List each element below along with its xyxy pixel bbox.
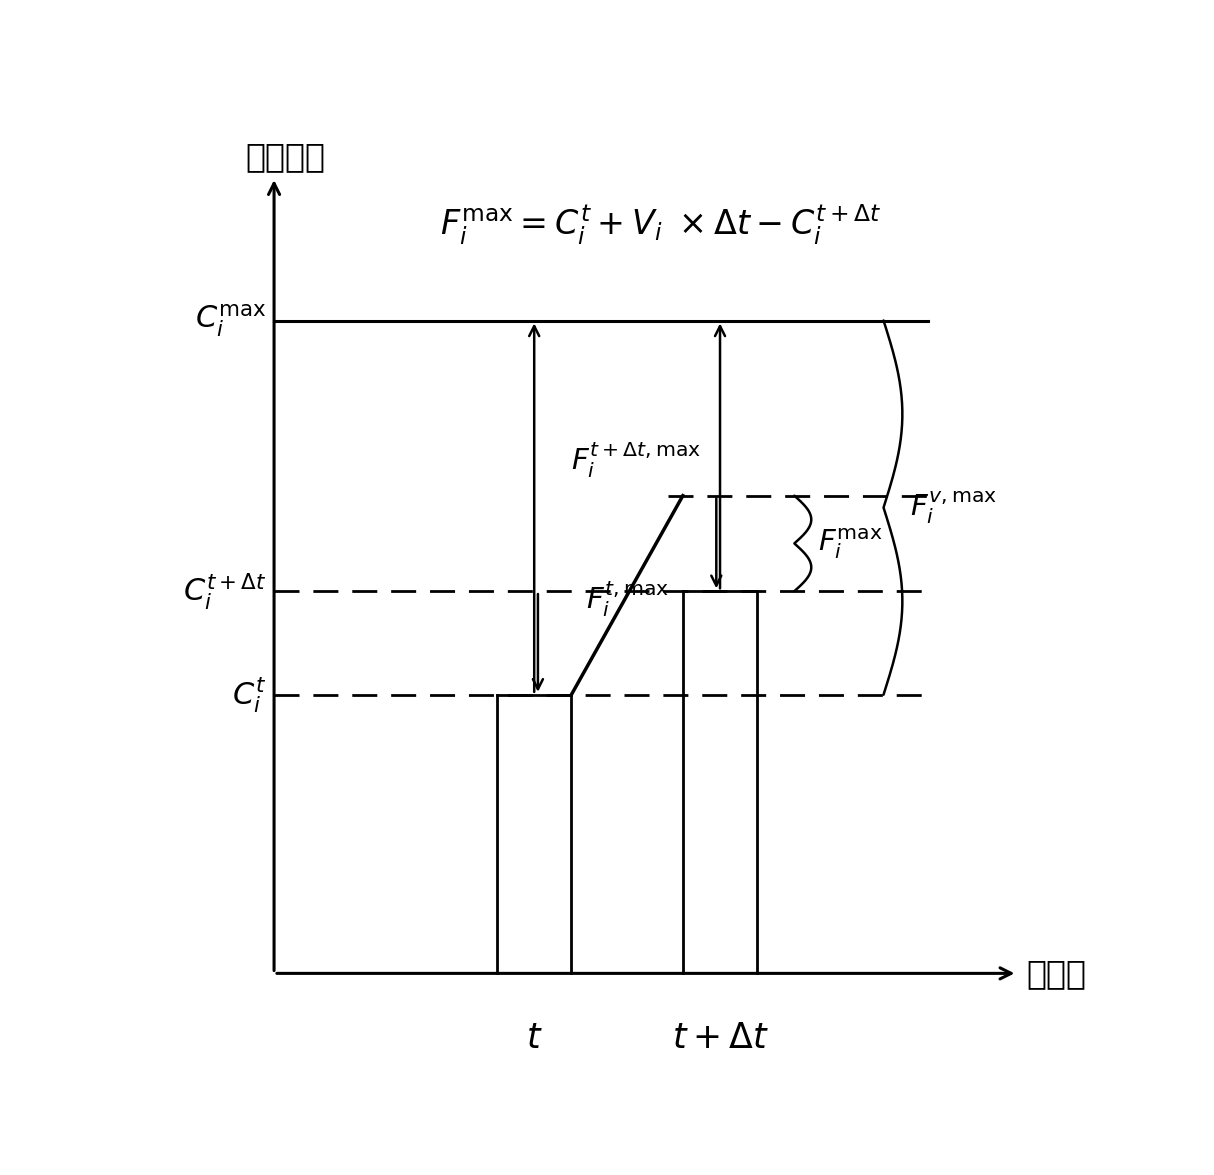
Text: $F_i^{\mathrm{max}} = C_i^t + V_i\ \times \Delta t - C_i^{t+\Delta t}$: $F_i^{\mathrm{max}} = C_i^t + V_i\ \time… [439, 203, 881, 247]
Text: $F_i^{\mathrm{max}}$: $F_i^{\mathrm{max}}$ [818, 526, 883, 560]
Text: $C_i^{t+\Delta t}$: $C_i^{t+\Delta t}$ [183, 571, 267, 612]
Text: 时间轴: 时间轴 [1027, 956, 1087, 989]
Text: $F_i^{t+\Delta t,\mathrm{max}}$: $F_i^{t+\Delta t,\mathrm{max}}$ [572, 439, 702, 479]
Text: 功率出力: 功率出力 [246, 140, 325, 173]
Text: $t$: $t$ [526, 1021, 543, 1055]
Text: $C_i^{\mathrm{max}}$: $C_i^{\mathrm{max}}$ [195, 302, 267, 338]
Text: $C_i^t$: $C_i^t$ [232, 674, 267, 714]
Text: $t+\Delta t$: $t+\Delta t$ [671, 1021, 768, 1055]
Text: $F_i^{t,\mathrm{max}}$: $F_i^{t,\mathrm{max}}$ [586, 580, 669, 619]
Text: $F_i^{v,\mathrm{max}}$: $F_i^{v,\mathrm{max}}$ [909, 490, 997, 525]
